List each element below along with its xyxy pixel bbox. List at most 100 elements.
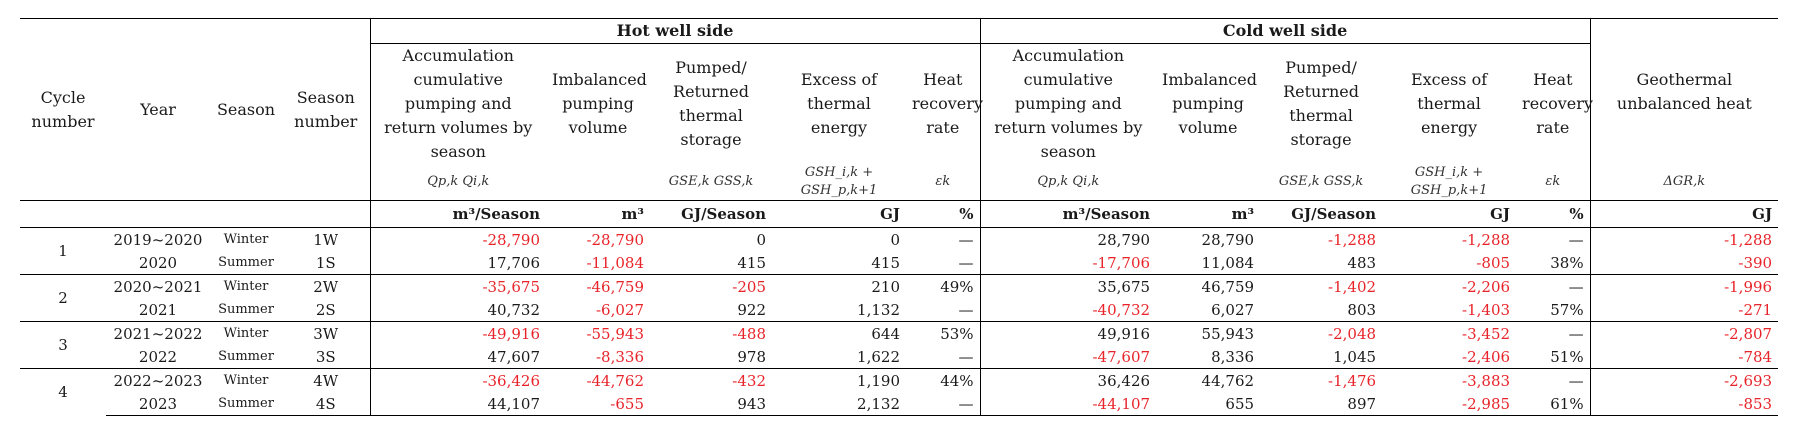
- cell-c-rate: —: [1516, 368, 1591, 392]
- cell-geo: -1,996: [1589, 274, 1779, 298]
- table-row: 2 2020~2021 Winter 2W -35,675 -46,759 -205 210 4…: [20, 274, 1779, 322]
- symbol-cold-pumped: GSE,k GSS,k: [1278, 174, 1364, 189]
- header-cycle-number: Cycle number: [20, 18, 106, 201]
- cell-geo: -2,807: [1589, 321, 1779, 345]
- cell-c-accum: 49,916: [979, 321, 1157, 345]
- table-row: 2023 Summer 4S 44,107 -655 943 2,132— -44,107 65…: [20, 392, 1779, 416]
- cell-cycle-number: 2: [20, 274, 106, 322]
- table-row: 2021 Summer 2S 40,732 -6,027 922 1,132 — -40,732…: [20, 298, 1779, 322]
- header-hot-well-side: Hot well side: [369, 18, 981, 44]
- header-season-number: Season number: [282, 18, 370, 201]
- cell-h-accum: 17,706: [369, 251, 546, 275]
- cell-c-imbal: 44,762: [1156, 368, 1261, 392]
- cell-geo: -2,693: [1589, 368, 1779, 392]
- cell-h-pumped: 978: [737, 347, 766, 366]
- symbol-hot-rate: εk: [935, 174, 951, 189]
- cell-c-excess: -3,883: [1382, 368, 1517, 392]
- symbol-hot-accumulation: Qp,k Qi,k: [369, 164, 546, 201]
- cell-c-pumped: 803: [1347, 300, 1377, 319]
- cell-geo: -271: [1589, 298, 1779, 322]
- unit-hot-accumulation: m³/Season: [369, 200, 546, 228]
- cell-h-pumped: 922: [737, 300, 766, 319]
- cell-season: Winter: [210, 321, 282, 345]
- cell-year: 2021: [138, 300, 178, 319]
- cell-year: 2021~2022: [106, 321, 210, 345]
- cell-h-rate: 49%: [906, 274, 981, 298]
- cell-h-excess: 644: [772, 321, 906, 345]
- cell-season: Summer: [218, 255, 274, 270]
- cell-year: 2020~2021: [106, 274, 210, 298]
- cell-c-pumped: -2,048: [1260, 321, 1383, 345]
- cell-season-no: 3S: [315, 347, 336, 366]
- cell-h-excess: 2,132: [772, 392, 906, 416]
- symbol-hot-pumped: GSE,k GSS,k: [668, 174, 754, 189]
- symbol-cold-rate: εk: [1545, 174, 1561, 189]
- cell-c-imbal: 46,759: [1156, 274, 1261, 298]
- header-cold-well-side: Cold well side: [979, 18, 1591, 44]
- cell-cycle-number: 3: [20, 321, 106, 369]
- cell-year: 2022: [138, 347, 178, 366]
- cell-c-rate: —: [1516, 321, 1591, 345]
- cell-geo: -390: [1589, 251, 1779, 275]
- cell-c-accum: -47,607: [979, 345, 1157, 369]
- cell-h-pumped: -432: [650, 368, 772, 392]
- cell-season: Summer: [210, 392, 282, 416]
- cell-c-excess: -1,288: [1462, 230, 1511, 249]
- cell-c-excess: -3,452: [1382, 321, 1517, 345]
- cell-c-accum: -44,107: [979, 392, 1157, 416]
- cell-year: 2023: [106, 392, 210, 416]
- table-row: 1 2019~2020 Winter 1W -28,790 -28,790 0 0 — 28,79…: [20, 227, 1779, 260]
- cell-season-no: 4W: [282, 368, 370, 392]
- cell-c-excess: -805: [1476, 253, 1511, 272]
- cell-h-accum: 44,107: [369, 392, 546, 416]
- symbol-hot-excess: GSH_i,k + GSH_p,k+1: [800, 165, 878, 198]
- column-header-row: Accumulation cumulative pumping and retu…: [20, 43, 1778, 164]
- cell-geo: -853: [1589, 392, 1779, 416]
- cell-c-accum: -17,706: [979, 251, 1157, 275]
- cell-h-imbal: -46,759: [546, 274, 650, 298]
- cell-h-pumped: -488: [650, 321, 772, 345]
- cell-geo: -1,288: [1589, 227, 1779, 251]
- cell-c-rate: 61%: [1516, 392, 1591, 416]
- table-container: Cycle number Year Season Season number H…: [20, 18, 1779, 416]
- header-geothermal: Geothermal unbalanced heat: [1589, 18, 1779, 164]
- cell-h-excess: 210: [772, 274, 906, 298]
- cell-c-accum: 36,426: [979, 368, 1157, 392]
- cell-h-imbal: -55,943: [546, 321, 650, 345]
- cell-season: Summer: [218, 349, 274, 364]
- cell-h-accum: -28,790: [369, 227, 546, 251]
- cell-season-no: 2W: [282, 274, 370, 298]
- header-hot-imbalanced: Imbalanced pumping volume: [552, 70, 647, 137]
- cell-c-excess: -2,985: [1382, 392, 1517, 416]
- cell-h-imbal: -11,084: [586, 253, 644, 272]
- table-row: 2022 Summer 3S 47,607 -8,336 978 1,622 — -47,607…: [20, 345, 1779, 369]
- cell-season: Summer: [218, 302, 274, 317]
- cell-h-rate: 53%: [906, 321, 981, 345]
- cell-c-excess: -1,403: [1462, 300, 1511, 319]
- cell-c-imbal: 11,084: [1201, 253, 1255, 272]
- cell-h-excess: 1,190: [772, 368, 906, 392]
- cell-c-imbal: 55,943: [1156, 321, 1261, 345]
- unit-cold-excess: GJ: [1382, 200, 1517, 228]
- cell-h-excess: 1,132: [857, 300, 900, 319]
- header-year: Year: [106, 18, 210, 201]
- cell-h-rate: —: [958, 300, 974, 319]
- unit-cold-imbalanced: m³: [1156, 200, 1261, 228]
- unit-hot-rate: %: [906, 200, 981, 228]
- cell-year: 2022~2023: [106, 368, 210, 392]
- cell-c-pumped: 483: [1347, 253, 1377, 272]
- header-cold-heat-recovery: Heat recovery rate: [1522, 70, 1593, 137]
- cell-h-accum: -49,916: [369, 321, 546, 345]
- cell-h-imbal: -44,762: [546, 368, 650, 392]
- cell-cycle-number: 4: [20, 368, 106, 416]
- cell-c-pumped: -1,476: [1260, 368, 1383, 392]
- cell-c-pumped: 897: [1260, 392, 1383, 416]
- unit-hot-pumped: GJ/Season: [650, 200, 772, 228]
- header-hot-accumulation: Accumulation cumulative pumping and retu…: [369, 43, 546, 164]
- cell-h-pumped: 0: [756, 230, 766, 249]
- cell-c-imbal: 655: [1156, 392, 1261, 416]
- table-row: 3 2021~2022 Winter 3W -49,916 -55,943 -488 644 5…: [20, 321, 1779, 369]
- header-season: Season: [210, 18, 282, 201]
- cell-c-rate: —: [1568, 230, 1584, 249]
- cell-c-excess: -2,406: [1462, 347, 1511, 366]
